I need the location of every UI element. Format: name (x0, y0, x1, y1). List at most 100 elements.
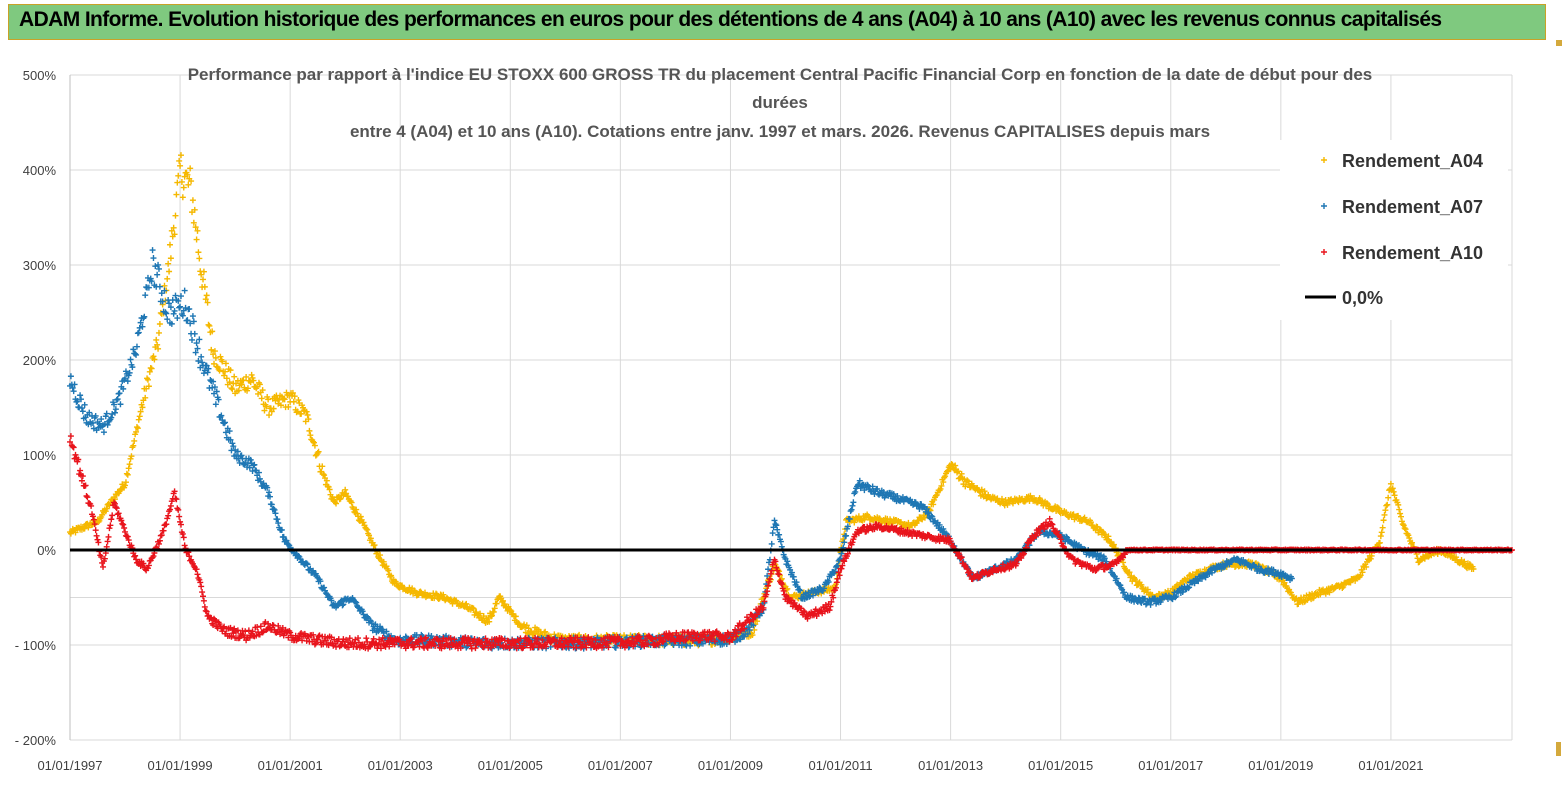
point-a07 (130, 346, 137, 353)
point-a07 (776, 531, 783, 538)
point-a04 (1197, 568, 1204, 575)
point-a04 (170, 224, 177, 231)
point-a07 (126, 369, 133, 376)
point-a07 (104, 421, 111, 428)
point-a10 (810, 612, 817, 619)
point-a07 (623, 634, 630, 641)
point-a07 (124, 378, 131, 385)
series-a10 (67, 433, 1515, 652)
point-a07 (170, 310, 177, 317)
point-a10 (104, 538, 111, 545)
point-a07 (1120, 589, 1127, 596)
point-a10 (1020, 551, 1027, 558)
point-a04 (289, 389, 296, 396)
point-a07 (227, 436, 234, 443)
point-a07 (177, 293, 184, 300)
point-a07 (78, 405, 85, 412)
point-a10 (432, 642, 439, 649)
point-a10 (883, 522, 890, 529)
point-a04 (195, 249, 202, 256)
point-a10 (502, 643, 509, 650)
point-a04 (280, 395, 287, 402)
point-a10 (466, 636, 473, 643)
point-a10 (405, 642, 412, 649)
point-a04 (165, 260, 172, 267)
point-a07 (230, 443, 237, 450)
point-a07 (383, 628, 390, 635)
point-a04 (1381, 511, 1388, 518)
point-a10 (197, 579, 204, 586)
legend-marker-a10 (1321, 249, 1327, 255)
point-a04 (256, 381, 263, 388)
point-a04 (311, 439, 318, 446)
point-a04 (1359, 569, 1366, 576)
point-a07 (1202, 574, 1209, 581)
x-tick-label: 01/01/2001 (258, 758, 323, 773)
point-a10 (690, 629, 697, 636)
point-a04 (248, 371, 255, 378)
point-a10 (194, 571, 201, 578)
point-a07 (848, 506, 855, 513)
point-a07 (70, 388, 77, 395)
point-a10 (415, 638, 422, 645)
point-a10 (172, 495, 179, 502)
point-a04 (954, 469, 961, 476)
point-a07 (825, 579, 832, 586)
point-a10 (303, 637, 310, 644)
point-a10 (844, 550, 851, 557)
point-a10 (585, 634, 592, 641)
point-a04 (261, 407, 268, 414)
y-tick-label: 200% (23, 353, 57, 368)
point-a10 (498, 635, 505, 642)
point-a10 (558, 635, 565, 642)
point-a04 (433, 590, 440, 597)
point-a07 (923, 505, 930, 512)
point-a07 (802, 590, 809, 597)
point-a10 (364, 638, 371, 645)
point-a10 (678, 633, 685, 640)
point-a07 (101, 420, 108, 427)
corner-handle-bottom[interactable] (1556, 742, 1561, 756)
y-tick-label: - 100% (15, 638, 57, 653)
point-a07 (210, 378, 217, 385)
point-a07 (198, 353, 205, 360)
point-a10 (457, 644, 464, 651)
point-a04 (153, 336, 160, 343)
point-a07 (797, 587, 804, 594)
point-a10 (957, 555, 964, 562)
point-a10 (165, 512, 172, 519)
point-a07 (788, 569, 795, 576)
point-a10 (835, 569, 842, 576)
point-a04 (938, 482, 945, 489)
point-a10 (404, 642, 411, 649)
point-a10 (434, 636, 441, 643)
point-a10 (1046, 515, 1053, 522)
point-a07 (750, 622, 757, 629)
legend-label-zero: 0,0% (1342, 288, 1383, 308)
point-a10 (120, 521, 127, 528)
point-a10 (839, 562, 846, 569)
point-a07 (865, 482, 872, 489)
point-a04 (168, 227, 175, 234)
point-a04 (1144, 586, 1151, 593)
point-a10 (763, 591, 770, 598)
point-a10 (310, 631, 317, 638)
point-a10 (228, 633, 235, 640)
point-a04 (490, 608, 497, 615)
point-a10 (617, 642, 624, 649)
point-a04 (173, 191, 180, 198)
point-a07 (163, 310, 170, 317)
point-a07 (841, 539, 848, 546)
point-a07 (108, 414, 115, 421)
point-a04 (353, 506, 360, 513)
point-a10 (118, 517, 125, 524)
point-a10 (804, 615, 811, 622)
point-a04 (380, 558, 387, 565)
point-a10 (582, 641, 589, 648)
point-a04 (319, 463, 326, 470)
point-a04 (1363, 563, 1370, 570)
point-a04 (219, 358, 226, 365)
point-a10 (100, 563, 107, 570)
point-a10 (198, 583, 205, 590)
corner-handle-top[interactable] (1556, 40, 1562, 46)
